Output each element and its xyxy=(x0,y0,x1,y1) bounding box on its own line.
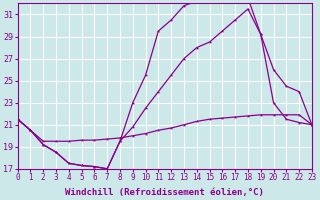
X-axis label: Windchill (Refroidissement éolien,°C): Windchill (Refroidissement éolien,°C) xyxy=(65,188,264,197)
